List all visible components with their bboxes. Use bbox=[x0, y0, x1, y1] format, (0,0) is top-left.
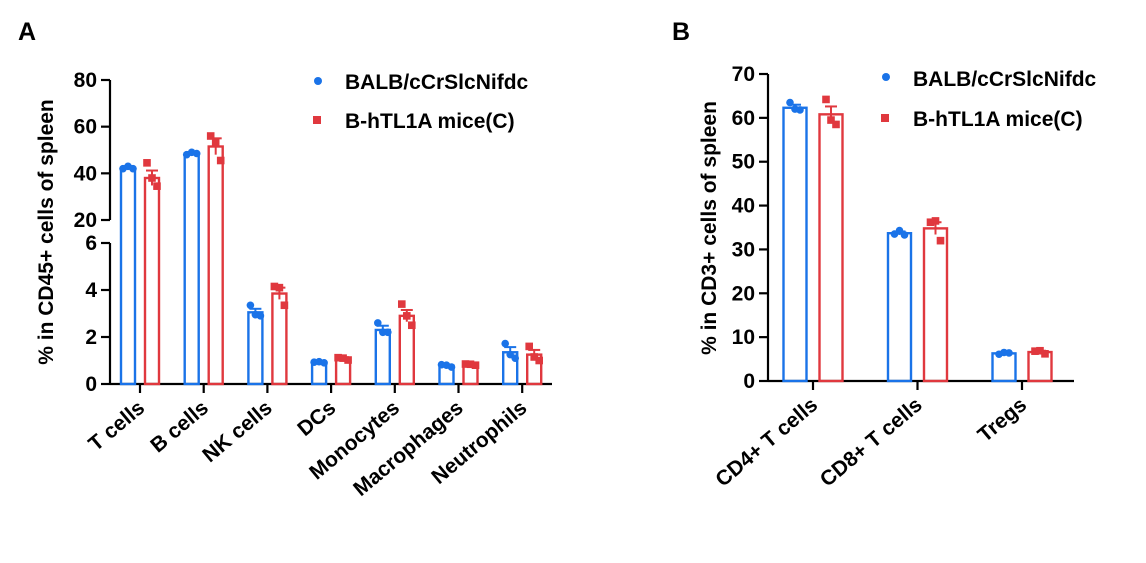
point-t-cells-htl1a bbox=[153, 182, 161, 190]
point-t-cells-htl1a bbox=[148, 174, 156, 182]
x-tick-label-macrophages: Macrophages bbox=[349, 396, 467, 501]
panel-b-ylabel: % in CD3+ cells of spleen bbox=[698, 101, 721, 355]
y-tick-label: 60 bbox=[732, 107, 755, 130]
y-tick-label: 0 bbox=[85, 373, 97, 396]
bar-b-cells-htl1a bbox=[207, 145, 224, 386]
panel-letter-b: B bbox=[672, 18, 690, 46]
point-nk-cells-htl1a bbox=[280, 301, 289, 310]
panel-b-legend: BALB/cCrSlcNifdc B-hTL1A mice(C) bbox=[881, 68, 1097, 131]
point-nk-cells-balb bbox=[256, 312, 265, 320]
point-monocytes-htl1a bbox=[398, 300, 406, 308]
y-tick-label: 30 bbox=[732, 238, 755, 261]
y-tick-label: 40 bbox=[732, 195, 755, 218]
panel-letter-a: A bbox=[18, 18, 36, 46]
point-monocytes-htl1a bbox=[403, 312, 411, 320]
panel-a-legend: BALB/cCrSlcNifdc B-hTL1A mice(C) bbox=[313, 71, 529, 133]
point-b-cells-balb bbox=[192, 149, 201, 158]
y-tick-label: 6 bbox=[85, 232, 97, 255]
point-cd8-t-cells-balb bbox=[900, 231, 909, 239]
legend-b-balb-label: BALB/cCrSlcNifdc bbox=[913, 68, 1097, 91]
point-tregs-htl1a bbox=[1036, 346, 1044, 355]
point-neutrophils-balb bbox=[511, 354, 519, 362]
bar-cd8-t-cells-balb bbox=[886, 232, 913, 383]
legend-a-balb-marker bbox=[314, 77, 322, 85]
y-tick-label: 50 bbox=[732, 151, 755, 174]
x-tick-label-tregs: Tregs bbox=[974, 393, 1032, 447]
bar-cd8-t-cells-htl1a bbox=[922, 227, 949, 383]
point-nk-cells-htl1a bbox=[270, 282, 279, 291]
legend-b-balb-marker bbox=[882, 73, 890, 81]
legend-a-htl1a-label: B-hTL1A mice(C) bbox=[345, 110, 515, 133]
point-cd8-t-cells-htl1a bbox=[931, 217, 940, 225]
y-tick-label: 60 bbox=[74, 116, 97, 139]
y-tick-label: 80 bbox=[74, 69, 97, 92]
point-tregs-balb bbox=[1005, 349, 1013, 357]
point-cd4-t-cells-balb bbox=[796, 106, 804, 114]
point-neutrophils-htl1a bbox=[525, 342, 533, 351]
bar-cd4-t-cells-balb bbox=[782, 106, 808, 383]
bar-b-cells-balb bbox=[183, 152, 200, 386]
legend-a-balb-label: BALB/cCrSlcNifdc bbox=[345, 71, 529, 94]
x-tick-label-t-cells: T cells bbox=[84, 396, 149, 456]
point-cd8-t-cells-htl1a bbox=[926, 218, 935, 227]
y-tick-label: 70 bbox=[732, 63, 755, 86]
point-tregs-htl1a bbox=[1041, 350, 1049, 358]
point-dcs-htl1a bbox=[339, 354, 347, 362]
point-neutrophils-htl1a bbox=[535, 356, 543, 365]
point-dcs-htl1a bbox=[344, 356, 352, 364]
legend-a-htl1a-marker bbox=[313, 116, 321, 124]
point-monocytes-balb bbox=[374, 319, 382, 327]
legend-b-htl1a-label: B-hTL1A mice(C) bbox=[913, 108, 1083, 131]
point-nk-cells-htl1a bbox=[275, 283, 284, 292]
point-cd4-t-cells-htl1a bbox=[827, 116, 835, 124]
x-tick-label-cd8-t-cells: CD8+ T cells bbox=[816, 393, 927, 491]
point-macrophages-htl1a bbox=[461, 360, 470, 368]
point-cd8-t-cells-htl1a bbox=[936, 236, 945, 245]
bar-cd4-t-cells-htl1a bbox=[818, 113, 844, 383]
y-tick-label: 0 bbox=[743, 370, 755, 393]
point-neutrophils-balb bbox=[501, 339, 510, 348]
point-neutrophils-htl1a bbox=[530, 353, 538, 361]
point-cd4-t-cells-balb bbox=[786, 98, 794, 107]
point-monocytes-htl1a bbox=[408, 321, 416, 330]
panel-a-ylabel: % in CD45+ cells of spleen bbox=[35, 99, 58, 365]
legend-b-htl1a-marker bbox=[881, 114, 889, 122]
point-macrophages-balb bbox=[447, 363, 456, 371]
x-tick-label-cd4-t-cells: CD4+ T cells bbox=[711, 393, 822, 491]
bar-t-cells-balb bbox=[119, 166, 137, 386]
y-tick-label: 40 bbox=[74, 162, 97, 185]
x-tick-label-nk-cells: NK cells bbox=[198, 396, 276, 467]
y-tick-label: 10 bbox=[732, 326, 755, 349]
point-monocytes-balb bbox=[384, 328, 392, 337]
bar-t-cells-htl1a bbox=[143, 176, 161, 386]
point-tregs-htl1a bbox=[1031, 347, 1039, 355]
point-b-cells-htl1a bbox=[216, 156, 225, 165]
y-tick-label: 4 bbox=[85, 279, 97, 302]
y-tick-label: 2 bbox=[85, 326, 97, 349]
point-dcs-balb bbox=[320, 359, 328, 367]
point-cd8-t-cells-balb bbox=[895, 226, 904, 235]
x-tick-label-dcs: DCs bbox=[293, 396, 340, 441]
point-dcs-htl1a bbox=[334, 353, 342, 362]
point-nk-cells-balb bbox=[246, 301, 255, 310]
point-t-cells-balb bbox=[129, 164, 137, 173]
point-cd4-t-cells-htl1a bbox=[832, 120, 840, 129]
bar-nk-cells-balb bbox=[247, 311, 264, 386]
point-cd4-t-cells-htl1a bbox=[822, 95, 830, 104]
bar-monocytes-balb bbox=[374, 328, 391, 386]
point-macrophages-htl1a bbox=[471, 361, 480, 369]
bar-tregs-balb bbox=[991, 352, 1017, 383]
point-b-cells-htl1a bbox=[206, 132, 215, 140]
point-t-cells-htl1a bbox=[143, 159, 151, 167]
point-b-cells-htl1a bbox=[211, 138, 220, 146]
y-tick-label: 20 bbox=[732, 282, 755, 305]
point-macrophages-htl1a bbox=[466, 360, 475, 369]
y-tick-label: 20 bbox=[74, 209, 97, 232]
